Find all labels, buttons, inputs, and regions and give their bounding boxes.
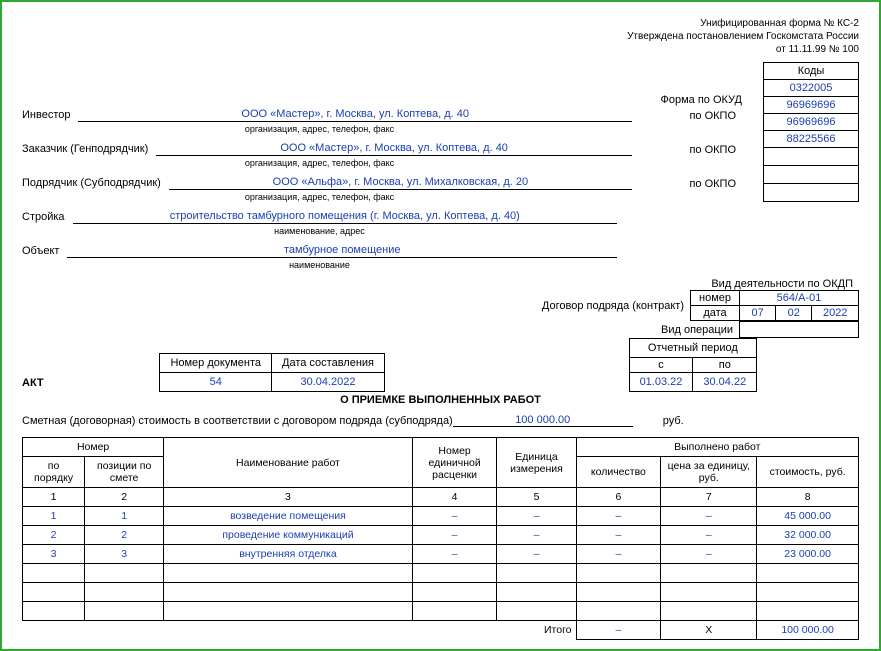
contract-number-label: номер <box>691 291 740 306</box>
customer-label: Заказчик (Генподрядчик) <box>22 143 156 156</box>
okud-code: 0322005 <box>764 80 859 97</box>
act-subtitle: О ПРИЕМКЕ ВЫПОЛНЕННЫХ РАБОТ <box>22 394 859 406</box>
contractor-okpo: 88225566 <box>764 131 859 148</box>
th-name: Наименование работ <box>164 438 413 488</box>
okpo-label-2: по ОКПО <box>632 144 742 156</box>
form-header: Унифицированная форма № КС-2 Утверждена … <box>22 17 859 56</box>
doc-date-label: Дата составления <box>272 354 385 373</box>
object-label: Объект <box>22 245 67 258</box>
total-label: Итого <box>23 621 577 640</box>
okdp-label: Вид деятельности по ОКДП <box>711 278 859 290</box>
construction-value: строительство тамбурного помещения (г. М… <box>73 210 617 224</box>
object-code <box>764 166 859 184</box>
form-line2: Утверждена постановлением Госкомстата Ро… <box>22 30 859 43</box>
contractor-hint: организация, адрес, телефон, факс <box>22 192 617 202</box>
okpo-label-1: по ОКПО <box>632 110 742 122</box>
contract-date-y: 2022 <box>812 306 859 321</box>
th-unit: Единица измерения <box>497 438 576 488</box>
investor-value: ООО «Мастер», г. Москва, ул. Коптева, д.… <box>78 108 632 122</box>
total-row: Итого – Х 100 000.00 <box>23 621 859 640</box>
okud-label-row: Форма по ОКУД <box>22 94 742 106</box>
investor-okpo: 96969696 <box>764 97 859 114</box>
customer-value: ООО «Мастер», г. Москва, ул. Коптева, д.… <box>156 142 632 156</box>
investor-label: Инвестор <box>22 109 78 122</box>
object-hint: наименование <box>22 260 617 270</box>
col-num-row: 1 2 3 4 5 6 7 8 <box>23 488 859 507</box>
table-row: 1 1 возведение помещения – – – – 45 000.… <box>23 507 859 526</box>
document-page: Унифицированная форма № КС-2 Утверждена … <box>0 0 881 651</box>
construction-code <box>764 148 859 166</box>
okpo-label-3: по ОКПО <box>632 178 742 190</box>
customer-okpo: 96969696 <box>764 114 859 131</box>
period-table: Отчетный период с по 01.03.22 30.04.22 <box>629 338 758 392</box>
act-title: АКТ <box>22 377 44 392</box>
table-row-empty <box>23 564 859 583</box>
contract-number-table: номер 564/А-01 дата 07 02 2022 <box>690 290 859 321</box>
cost-unit: руб. <box>633 415 684 427</box>
okdp-code <box>764 184 859 202</box>
th-cost: стоимость, руб. <box>757 457 859 488</box>
operation-table <box>739 321 859 338</box>
th-number: Номер <box>23 438 164 457</box>
contractor-label: Подрядчик (Субподрядчик) <box>22 177 169 190</box>
contract-label: Договор подряда (контракт) <box>542 300 690 312</box>
th-rate: Номер единичной расценки <box>412 438 497 488</box>
works-table: Номер Наименование работ Номер единичной… <box>22 437 859 640</box>
period-from: 01.03.22 <box>629 373 693 392</box>
construction-label: Стройка <box>22 211 73 224</box>
table-row: 3 3 внутренняя отделка – – – – 23 000.00 <box>23 545 859 564</box>
total-price: Х <box>661 621 757 640</box>
doc-date: 30.04.2022 <box>272 373 385 392</box>
construction-hint: наименование, адрес <box>22 226 617 236</box>
cost-label: Сметная (договорная) стоимость в соответ… <box>22 415 453 427</box>
table-row-empty <box>23 602 859 621</box>
contractor-value: ООО «Альфа», г. Москва, ул. Михалковская… <box>169 176 632 190</box>
form-line1: Унифицированная форма № КС-2 <box>22 17 859 30</box>
operation-value <box>740 322 859 338</box>
contract-date-label: дата <box>691 306 740 321</box>
table-row: 2 2 проведение коммуникаций – – – – 32 0… <box>23 526 859 545</box>
total-cost: 100 000.00 <box>757 621 859 640</box>
investor-hint: организация, адрес, телефон, факс <box>22 124 617 134</box>
codes-table: Коды 0322005 96969696 96969696 88225566 <box>763 62 859 202</box>
th-price: цена за единицу, руб. <box>661 457 757 488</box>
contract-section: Вид деятельности по ОКДП Договор подряда… <box>22 278 859 338</box>
form-line3: от 11.11.99 № 100 <box>22 43 859 56</box>
contract-number: 564/А-01 <box>740 291 859 306</box>
th-qty: количество <box>576 457 661 488</box>
period-to-label: по <box>693 358 757 373</box>
contract-date-m: 02 <box>776 306 812 321</box>
cost-line: Сметная (договорная) стоимость в соответ… <box>22 414 859 427</box>
codes-header: Коды <box>764 63 859 80</box>
codes-section: Коды 0322005 96969696 96969696 88225566 <box>763 62 859 202</box>
operation-label: Вид операции <box>661 324 739 336</box>
doc-num-table: Номер документа Дата составления 54 30.0… <box>159 353 385 392</box>
doc-num-label: Номер документа <box>160 354 272 373</box>
period-from-label: с <box>629 358 693 373</box>
info-block: Форма по ОКУД Инвестор ООО «Мастер», г. … <box>22 94 617 270</box>
okud-label: Форма по ОКУД <box>661 94 743 106</box>
doc-header-area: АКТ Номер документа Дата составления 54 … <box>22 338 859 392</box>
doc-num: 54 <box>160 373 272 392</box>
table-row-empty <box>23 583 859 602</box>
object-value: тамбурное помещение <box>67 244 617 258</box>
customer-hint: организация, адрес, телефон, факс <box>22 158 617 168</box>
cost-value: 100 000.00 <box>453 414 633 427</box>
total-qty: – <box>576 621 661 640</box>
contract-date-d: 07 <box>740 306 776 321</box>
th-position: позиции по смете <box>85 457 164 488</box>
th-done: Выполнено работ <box>576 438 858 457</box>
period-label: Отчетный период <box>629 339 757 358</box>
period-to: 30.04.22 <box>693 373 757 392</box>
th-order: по порядку <box>23 457 85 488</box>
